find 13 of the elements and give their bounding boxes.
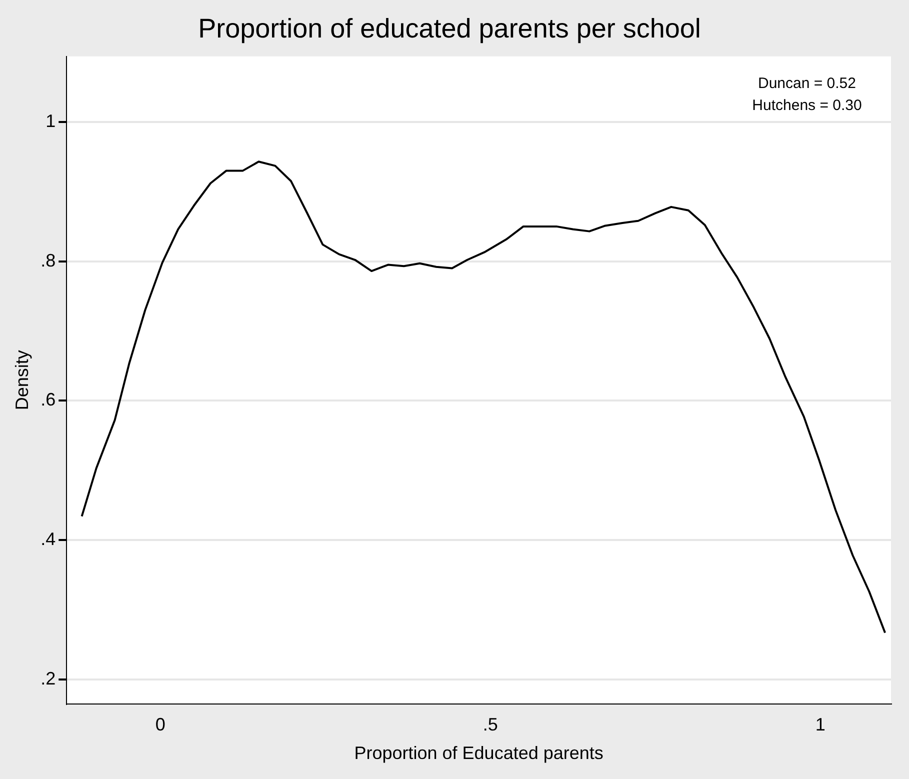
annotation: Hutchens = 0.30: [752, 97, 862, 114]
x-tick-label: .5: [482, 714, 498, 735]
annotation: Duncan = 0.52: [758, 75, 856, 92]
y-tick-label: .6: [40, 390, 56, 410]
y-axis-title: Density: [12, 350, 32, 410]
y-tick-label: 1: [46, 110, 56, 131]
y-tick-label: .8: [40, 250, 56, 270]
x-axis-title: Proportion of Educated parents: [354, 743, 604, 764]
x-tick-label: 1: [815, 714, 826, 735]
y-tick-label: .2: [40, 668, 56, 688]
x-tick-label: 0: [155, 714, 166, 735]
y-tick-label: .4: [40, 529, 56, 549]
chart-title: Proportion of educated parents per school: [198, 14, 701, 44]
